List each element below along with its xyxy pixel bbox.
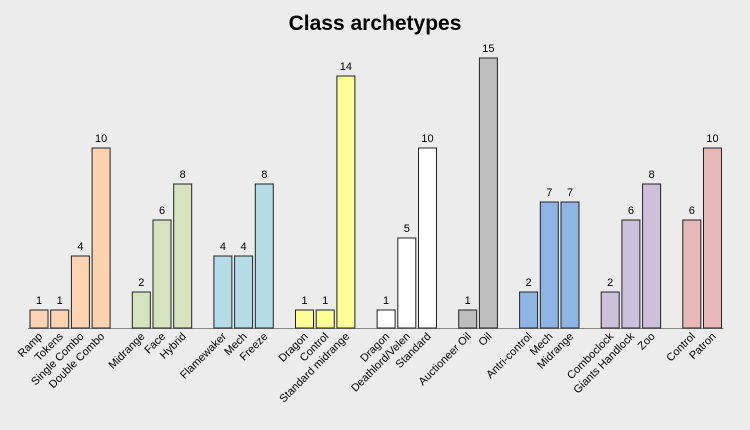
bar-double-combo — [91, 147, 111, 329]
data-label: 14 — [340, 61, 352, 73]
category-label: Midrange — [107, 331, 148, 372]
bar-freeze — [254, 183, 274, 329]
bar-giants-handlock — [621, 219, 641, 329]
data-label: 7 — [567, 187, 573, 199]
data-label: 6 — [689, 205, 695, 217]
data-label: 4 — [241, 241, 247, 253]
data-label: 8 — [261, 169, 267, 181]
bar-mech — [539, 201, 559, 329]
data-label: 8 — [649, 169, 655, 181]
bar-face — [152, 219, 172, 329]
bar-midrange — [131, 291, 151, 329]
data-label: 1 — [301, 295, 307, 307]
bar-antri-control — [519, 291, 539, 329]
data-label: 10 — [706, 133, 718, 145]
data-label: 6 — [628, 205, 634, 217]
bar-dragon — [376, 309, 396, 329]
bar-midrange — [560, 201, 580, 329]
bar-control — [315, 309, 335, 329]
data-label: 1 — [322, 295, 328, 307]
bar-mech — [234, 255, 254, 329]
bar-deathlord-velen — [397, 237, 417, 329]
bar-ramp — [29, 309, 49, 329]
data-label: 1 — [465, 295, 471, 307]
data-label: 15 — [482, 43, 494, 55]
bar-flamewaker — [213, 255, 233, 329]
data-label: 10 — [95, 133, 107, 145]
bar-single-combo — [70, 255, 90, 329]
data-label: 2 — [138, 277, 144, 289]
bar-standard — [418, 147, 437, 329]
bar-auctioneer-oil — [458, 309, 478, 329]
bar-patron — [703, 147, 722, 329]
data-label: 1 — [57, 295, 63, 307]
bar-control — [682, 219, 702, 329]
data-label: 2 — [526, 277, 532, 289]
category-label: Oil — [477, 331, 495, 349]
bar-standard-midrange — [336, 75, 356, 329]
bar-oil — [478, 57, 498, 329]
bar-comboclock — [600, 291, 620, 329]
chart-title: Class archetypes — [288, 12, 462, 35]
bar-zoo — [642, 183, 662, 329]
data-label: 7 — [546, 187, 552, 199]
data-label: 10 — [421, 133, 433, 145]
bar-dragon — [295, 309, 314, 329]
data-label: 8 — [180, 169, 186, 181]
bar-hybrid — [173, 183, 193, 329]
data-label: 6 — [159, 205, 165, 217]
data-label: 1 — [36, 295, 42, 307]
data-label: 1 — [383, 295, 389, 307]
data-label: 5 — [404, 223, 410, 235]
data-label: 4 — [220, 241, 226, 253]
data-label: 2 — [607, 277, 613, 289]
data-label: 4 — [77, 241, 83, 253]
category-label: Zoo — [636, 331, 658, 353]
bar-tokens — [50, 309, 70, 329]
